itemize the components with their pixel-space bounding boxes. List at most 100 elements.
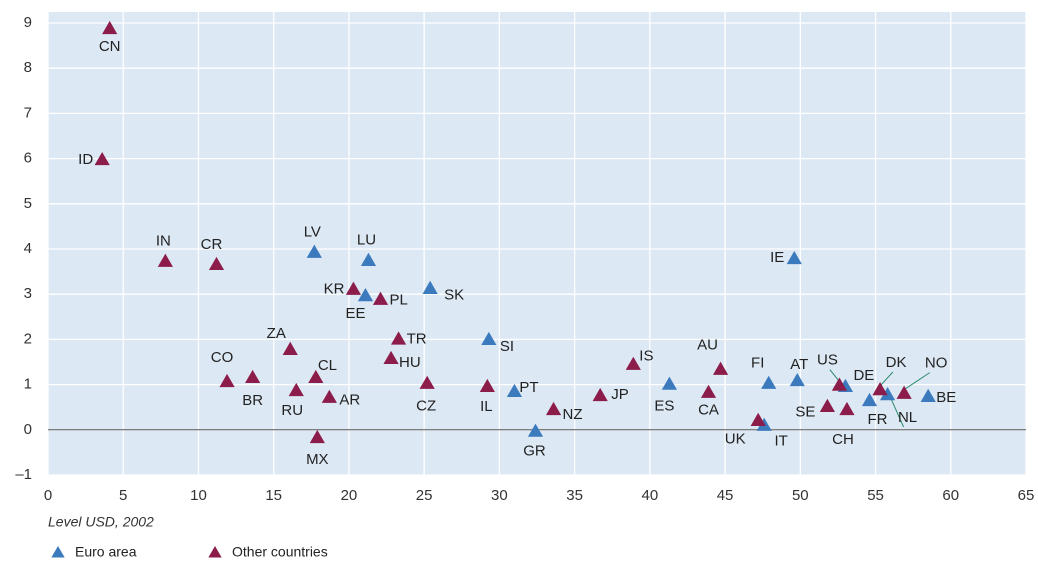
marker	[750, 412, 766, 426]
x-axis-label: Level USD, 2002	[48, 514, 154, 530]
point-label: CZ	[416, 398, 436, 415]
legend-label: Euro area	[75, 544, 137, 560]
point-label: CA	[698, 402, 719, 419]
y-tick-label: 5	[24, 195, 32, 212]
point-label: PL	[390, 292, 408, 309]
point-label: CR	[201, 236, 223, 253]
marker	[831, 377, 848, 391]
x-tick-label: 30	[491, 487, 508, 504]
marker	[390, 331, 407, 345]
marker	[661, 376, 678, 390]
point-label: NZ	[563, 406, 583, 423]
marker	[357, 288, 374, 302]
point-label: CO	[211, 349, 234, 366]
point-label: KR	[324, 281, 345, 298]
point-label: BR	[242, 392, 263, 409]
marker	[861, 392, 878, 407]
marker	[345, 281, 362, 295]
point-label: JP	[611, 386, 629, 403]
y-tick-label: 2	[24, 330, 32, 347]
legend-label: Other countries	[232, 544, 328, 560]
point-label: IS	[639, 348, 653, 365]
x-tick-label: 5	[119, 487, 127, 504]
marker	[372, 291, 389, 305]
x-tick-label: 50	[792, 487, 809, 504]
y-tick-label: –1	[15, 466, 32, 483]
marker	[419, 375, 435, 389]
marker	[306, 244, 322, 258]
marker	[545, 401, 562, 416]
point-label: IE	[770, 249, 784, 266]
x-tick-label: 10	[190, 487, 207, 504]
marker	[761, 375, 777, 389]
point-label: HU	[399, 354, 421, 371]
point-label: ZA	[267, 325, 286, 342]
point-label: NL	[898, 409, 917, 426]
point-label: DE	[853, 367, 874, 384]
point-label: AT	[790, 356, 808, 373]
marker	[102, 20, 118, 35]
marker	[245, 369, 261, 384]
point-label: LV	[304, 224, 321, 241]
marker	[700, 384, 717, 398]
marker	[360, 252, 377, 266]
point-label: RU	[281, 402, 303, 419]
marker	[879, 386, 896, 401]
marker	[422, 280, 438, 294]
marker	[479, 378, 495, 393]
point-label: AU	[697, 337, 718, 354]
point-label: EE	[345, 305, 365, 322]
legend-marker	[208, 546, 222, 558]
point-label: CH	[832, 431, 854, 448]
y-tick-label: 7	[24, 104, 32, 121]
point-label: BE	[936, 389, 956, 406]
y-tick-label: 0	[24, 421, 32, 438]
y-tick-label: 3	[24, 285, 32, 302]
leader-line	[903, 372, 931, 391]
marker	[506, 383, 523, 398]
marker	[282, 341, 298, 355]
marker	[288, 382, 304, 397]
x-tick-label: 20	[341, 487, 358, 504]
point-label: TR	[407, 330, 427, 347]
x-tick-label: 0	[44, 487, 52, 504]
marker	[527, 423, 544, 437]
marker	[94, 151, 110, 166]
y-tick-label: 9	[24, 14, 32, 31]
point-label: LU	[357, 232, 376, 249]
y-tick-label: 8	[24, 59, 32, 76]
leader-line	[829, 369, 840, 382]
point-label: PT	[519, 379, 538, 396]
marker	[208, 256, 225, 271]
legend-marker	[51, 546, 65, 558]
x-tick-label: 25	[416, 487, 433, 504]
point-label: FI	[751, 355, 764, 372]
leader-line	[879, 371, 894, 387]
point-label: NO	[925, 355, 948, 372]
point-label: SK	[444, 287, 464, 304]
point-label: CN	[99, 38, 121, 55]
marker	[592, 387, 608, 402]
point-label: IN	[156, 233, 171, 250]
marker	[920, 388, 936, 403]
point-label: UK	[725, 431, 746, 448]
x-tick-label: 15	[265, 487, 282, 504]
point-label: DK	[886, 354, 907, 371]
point-label: GR	[523, 443, 546, 460]
x-tick-label: 65	[1018, 487, 1035, 504]
point-label: AR	[339, 392, 360, 409]
y-tick-label: 4	[24, 240, 32, 257]
marker	[712, 361, 729, 375]
point-label: IL	[480, 398, 493, 415]
x-tick-label: 35	[566, 487, 583, 504]
y-tick-label: 1	[24, 376, 32, 393]
point-label: SE	[795, 404, 815, 421]
marker	[157, 253, 173, 267]
x-tick-label: 60	[942, 487, 959, 504]
marker	[309, 429, 325, 444]
point-label: ES	[654, 398, 674, 415]
point-label: SI	[500, 338, 514, 355]
x-tick-label: 55	[867, 487, 884, 504]
y-tick-label: 6	[24, 150, 32, 167]
